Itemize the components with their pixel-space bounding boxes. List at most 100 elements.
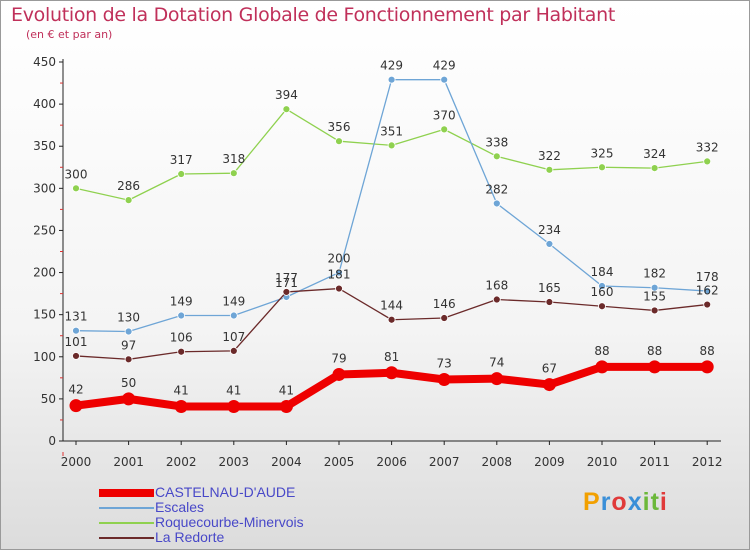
data-label-la-redorte: 106 <box>170 331 193 345</box>
y-tick-label: 350 <box>33 139 56 153</box>
legend-swatch-escales <box>99 507 154 509</box>
y-tick-label: 50 <box>41 392 56 406</box>
y-tick-label: 150 <box>33 308 56 322</box>
data-point-la-redorte <box>650 306 659 315</box>
data-point-roquecourbe-minervois <box>650 164 659 173</box>
data-label-escales: 131 <box>65 310 88 324</box>
logo-letter: x <box>627 488 643 516</box>
data-label-escales: 178 <box>696 270 719 284</box>
logo-letter: t <box>650 488 660 516</box>
data-point-la-redorte <box>124 355 133 364</box>
data-label-castelnau-d-aude: 41 <box>174 383 189 397</box>
data-label-roquecourbe-minervois: 286 <box>117 179 140 193</box>
data-label-castelnau-d-aude: 74 <box>489 356 504 370</box>
legend-label-la-redorte: La Redorte <box>155 529 225 545</box>
logo-letter: P <box>583 488 601 516</box>
data-point-la-redorte <box>282 288 291 296</box>
data-point-roquecourbe-minervois <box>282 105 291 114</box>
x-tick-label: 2007 <box>429 455 460 469</box>
data-point-castelnau-d-aude <box>437 373 451 387</box>
data-point-roquecourbe-minervois <box>703 157 712 166</box>
data-label-roquecourbe-minervois: 324 <box>643 147 666 161</box>
data-label-roquecourbe-minervois: 317 <box>170 153 193 167</box>
x-tick-label: 2012 <box>692 455 723 469</box>
x-tick-label: 2004 <box>271 455 302 469</box>
y-tick-label: 300 <box>33 181 56 195</box>
data-label-castelnau-d-aude: 73 <box>437 357 452 371</box>
data-point-roquecourbe-minervois <box>124 196 133 205</box>
data-label-escales: 429 <box>433 59 456 73</box>
data-point-roquecourbe-minervois <box>598 163 606 172</box>
x-tick-label: 2009 <box>534 455 565 469</box>
data-point-la-redorte <box>72 352 80 360</box>
data-point-castelnau-d-aude <box>69 399 83 413</box>
logo-letter: r <box>600 488 612 516</box>
x-tick-label: 2008 <box>482 455 513 469</box>
data-point-roquecourbe-minervois <box>177 170 186 178</box>
legend-swatch-la-redorte <box>99 537 154 539</box>
legend-label-roquecourbe: Roquecourbe-Minervois <box>155 514 304 530</box>
data-label-la-redorte: 160 <box>591 285 614 299</box>
data-point-escales <box>124 327 133 336</box>
data-point-la-redorte <box>177 347 186 356</box>
data-label-escales: 182 <box>643 267 666 281</box>
x-tick-label: 2011 <box>639 455 670 469</box>
data-label-castelnau-d-aude: 50 <box>121 376 136 390</box>
data-point-la-redorte <box>492 295 501 304</box>
data-label-la-redorte: 101 <box>65 335 88 349</box>
x-tick-label: 2003 <box>219 455 250 469</box>
logo-letter: o <box>611 488 628 516</box>
data-point-la-redorte <box>440 314 449 322</box>
data-label-castelnau-d-aude: 88 <box>700 344 715 358</box>
legend-label-escales: Escales <box>155 499 205 515</box>
data-label-escales: 429 <box>380 59 403 73</box>
data-label-castelnau-d-aude: 88 <box>647 344 662 358</box>
data-point-castelnau-d-aude <box>595 360 609 374</box>
x-tick-label: 2005 <box>324 455 355 469</box>
data-point-escales <box>177 311 186 320</box>
data-label-la-redorte: 144 <box>380 299 403 313</box>
data-point-castelnau-d-aude <box>490 372 504 386</box>
data-point-la-redorte <box>703 300 712 309</box>
data-point-la-redorte <box>545 298 554 306</box>
data-label-roquecourbe-minervois: 351 <box>380 124 403 138</box>
data-point-escales <box>387 75 396 84</box>
logo-letter: i <box>642 488 651 516</box>
data-label-escales: 130 <box>117 311 140 325</box>
data-point-la-redorte <box>335 284 343 293</box>
data-label-la-redorte: 146 <box>433 297 456 311</box>
data-point-escales <box>72 326 80 335</box>
data-point-escales <box>335 268 343 277</box>
data-label-escales: 234 <box>538 223 561 237</box>
chart-subtitle: (en € et par an) <box>26 28 113 41</box>
data-label-roquecourbe-minervois: 318 <box>222 152 245 166</box>
x-tick-label: 2002 <box>166 455 197 469</box>
proxiti-logo: Proxiti <box>583 488 668 517</box>
data-label-roquecourbe-minervois: 394 <box>275 88 298 102</box>
data-label-la-redorte: 155 <box>643 289 666 303</box>
data-point-la-redorte <box>229 346 238 355</box>
data-label-castelnau-d-aude: 42 <box>68 383 83 397</box>
data-label-escales: 184 <box>591 265 614 279</box>
data-label-roquecourbe-minervois: 338 <box>485 135 508 149</box>
data-point-roquecourbe-minervois <box>229 169 238 178</box>
data-point-roquecourbe-minervois <box>335 137 343 146</box>
data-point-roquecourbe-minervois <box>492 152 501 161</box>
data-point-escales <box>598 282 606 290</box>
y-tick-label: 100 <box>33 350 56 364</box>
y-tick-label: 400 <box>33 97 56 111</box>
data-label-escales: 171 <box>275 276 298 290</box>
data-label-la-redorte: 168 <box>485 279 508 293</box>
data-label-roquecourbe-minervois: 356 <box>328 120 351 134</box>
data-label-castelnau-d-aude: 88 <box>594 344 609 358</box>
data-point-castelnau-d-aude <box>648 360 662 374</box>
y-tick-label: 450 <box>33 55 56 69</box>
data-point-castelnau-d-aude <box>332 367 346 381</box>
data-label-castelnau-d-aude: 41 <box>226 383 241 397</box>
x-tick-label: 2001 <box>113 455 144 469</box>
data-label-la-redorte: 97 <box>121 338 136 352</box>
data-label-castelnau-d-aude: 79 <box>331 351 346 365</box>
data-point-escales <box>229 311 238 320</box>
